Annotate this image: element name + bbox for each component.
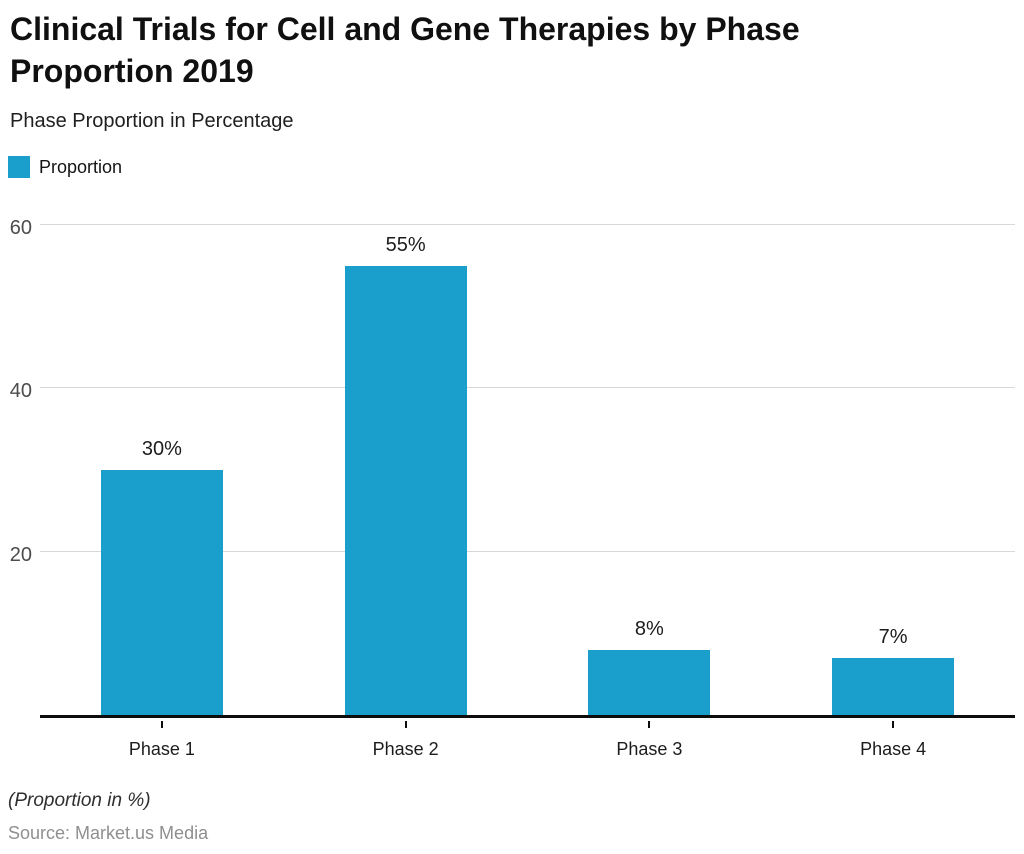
x-axis-tick bbox=[404, 721, 407, 728]
bar-value-label: 30% bbox=[141, 437, 182, 460]
x-axis-label: Phase 3 bbox=[616, 739, 683, 759]
y-axis-label: 40 bbox=[9, 380, 32, 403]
x-axis-tick bbox=[892, 721, 895, 728]
y-axis-label: 20 bbox=[9, 543, 32, 566]
bar-value-label: 55% bbox=[385, 233, 426, 256]
gridline bbox=[40, 550, 1015, 552]
y-axis-labels: 20 40 60 bbox=[0, 195, 32, 718]
bar-value-label: 7% bbox=[878, 625, 908, 648]
chart-title: Clinical Trials for Cell and Gene Therap… bbox=[10, 11, 800, 89]
bar-value-label: 8% bbox=[634, 617, 664, 640]
source-credit: Source: Market.us Media bbox=[8, 823, 209, 843]
chart-subtitle: Phase Proportion in Percentage bbox=[10, 110, 294, 132]
x-axis-label: Phase 4 bbox=[860, 739, 927, 759]
bar-phase-4 bbox=[832, 657, 955, 715]
y-axis-label: 60 bbox=[9, 216, 32, 239]
legend-label: Proportion bbox=[39, 156, 123, 177]
axis-units-note: (Proportion in %) bbox=[8, 790, 151, 811]
x-axis-tick bbox=[648, 721, 651, 728]
bar-phase-1 bbox=[100, 469, 223, 715]
legend: Proportion bbox=[8, 156, 122, 178]
legend-swatch-icon bbox=[8, 156, 30, 178]
plot-area: 30% 55% 8% 7% bbox=[40, 195, 1015, 718]
gridline bbox=[40, 223, 1015, 225]
bar-phase-2 bbox=[344, 265, 467, 715]
x-axis-tick bbox=[160, 721, 163, 728]
x-axis-label: Phase 2 bbox=[372, 739, 439, 759]
x-axis-label: Phase 1 bbox=[128, 739, 195, 759]
gridline bbox=[40, 387, 1015, 389]
x-axis: Phase 1 Phase 2 Phase 3 Phase 4 bbox=[40, 721, 1015, 766]
bar-phase-3 bbox=[588, 649, 711, 715]
